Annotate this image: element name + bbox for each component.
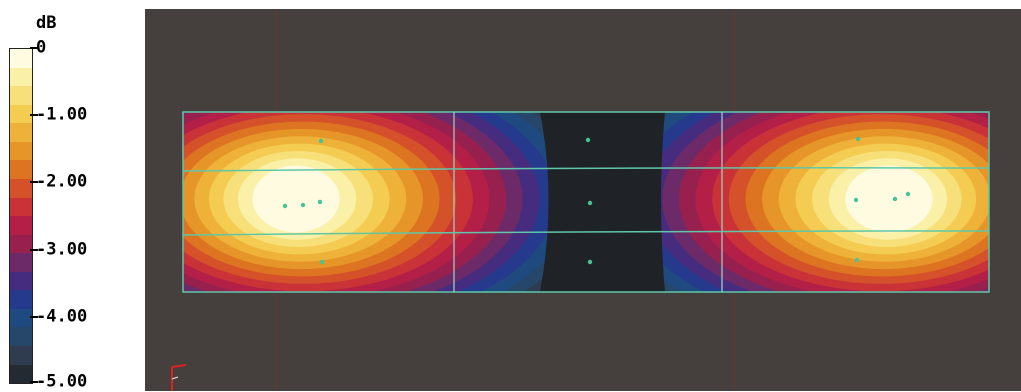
heatmap-canvas bbox=[171, 9, 990, 391]
measurement-markers bbox=[282, 136, 911, 265]
color-band bbox=[10, 308, 32, 328]
legend-unit-label: dB bbox=[36, 13, 57, 33]
measurement-point bbox=[854, 257, 860, 263]
panel-row-line-top bbox=[182, 167, 990, 172]
measurement-point bbox=[319, 259, 325, 265]
measurement-point bbox=[587, 200, 593, 206]
color-band bbox=[10, 327, 32, 346]
color-band bbox=[10, 271, 32, 291]
color-band bbox=[10, 253, 32, 272]
scale-tick-label: -1.00 bbox=[36, 104, 88, 125]
color-band bbox=[10, 290, 32, 309]
color-band bbox=[10, 123, 32, 142]
heatmap-viewport[interactable] bbox=[145, 9, 1021, 391]
color-band bbox=[10, 197, 32, 217]
color-band bbox=[10, 216, 32, 235]
measurement-point bbox=[892, 196, 898, 202]
axis-origin-icon bbox=[171, 364, 187, 391]
scale-tick-mark bbox=[30, 248, 38, 251]
measurement-point bbox=[587, 259, 593, 265]
scale-tick-mark bbox=[30, 381, 38, 383]
scale-tick-label: -3.00 bbox=[36, 239, 88, 260]
scale-tick-label: -2.00 bbox=[36, 171, 88, 192]
contour-level bbox=[252, 165, 340, 233]
scale-tick-mark bbox=[30, 315, 38, 318]
color-band bbox=[10, 49, 32, 68]
measurement-point bbox=[282, 203, 288, 209]
measurement-point bbox=[855, 136, 861, 142]
color-scale-bar bbox=[9, 48, 33, 384]
color-band bbox=[10, 104, 32, 124]
color-band bbox=[10, 178, 32, 198]
scale-tick-label: -5.00 bbox=[36, 371, 88, 392]
color-band bbox=[10, 67, 32, 87]
color-band bbox=[10, 86, 32, 105]
measurement-point bbox=[318, 138, 324, 144]
color-band bbox=[10, 160, 32, 179]
color-band bbox=[10, 141, 32, 161]
color-band bbox=[10, 364, 32, 384]
scale-tick-mark bbox=[30, 47, 38, 49]
color-band bbox=[10, 234, 32, 254]
measurement-point bbox=[853, 197, 859, 203]
measurement-point bbox=[317, 199, 323, 205]
measurement-point bbox=[300, 202, 306, 208]
scale-tick-label: 0 bbox=[36, 37, 47, 58]
panel-row-line-bottom bbox=[182, 230, 990, 236]
measurement-point bbox=[905, 191, 911, 197]
scale-tick-label: -4.00 bbox=[36, 306, 88, 327]
color-band bbox=[10, 346, 32, 365]
contour-level bbox=[540, 112, 665, 292]
scale-tick-mark bbox=[30, 114, 38, 117]
heatmap-panel bbox=[182, 111, 990, 293]
contour-level bbox=[845, 165, 933, 233]
panel-border bbox=[182, 111, 990, 293]
scale-tick-mark bbox=[30, 181, 38, 184]
measurement-point bbox=[585, 137, 591, 143]
